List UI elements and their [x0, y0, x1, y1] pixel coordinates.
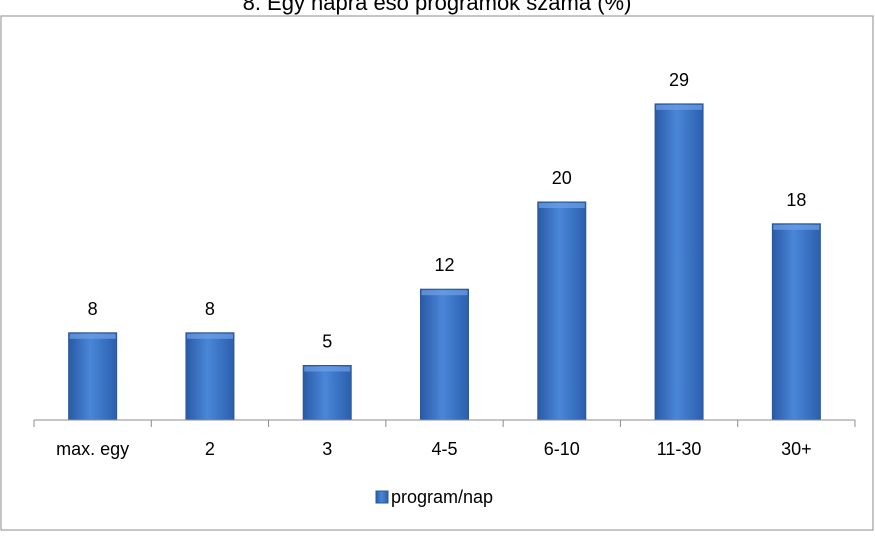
bar-cap	[421, 290, 468, 296]
chart-frame	[0, 15, 874, 531]
data-label: 12	[434, 255, 454, 275]
bar-11-30	[654, 103, 704, 421]
legend: program/nap	[375, 487, 493, 507]
bar-6-10	[537, 201, 587, 421]
data-label: 20	[552, 168, 572, 188]
x-tick-label: max. egy	[56, 439, 129, 459]
bar-cap	[69, 333, 116, 339]
bar-cap	[304, 366, 351, 372]
x-tick-label: 3	[322, 439, 332, 459]
bar-2	[185, 332, 235, 421]
x-tick-label: 11-30	[657, 439, 702, 459]
data-label: 8	[205, 299, 215, 319]
legend-swatch	[375, 490, 389, 504]
x-tick-label: 30+	[781, 439, 812, 459]
x-tick-label: 2	[205, 439, 215, 459]
x-tick-label: 4-5	[431, 439, 457, 459]
data-label: 29	[669, 70, 689, 90]
data-label: 18	[786, 190, 806, 210]
bars: 8 8 5 12 20 29 18	[68, 70, 821, 421]
legend-label: program/nap	[391, 487, 493, 507]
bar-max. egy	[68, 332, 118, 421]
data-label: 8	[88, 299, 98, 319]
data-label: 5	[322, 332, 332, 352]
bar-cap	[773, 224, 820, 230]
bar-4-5	[420, 288, 469, 421]
bar-cap	[538, 203, 585, 208]
x-axis: max. egy 2 3 4-5 6-10 11-30 30+	[33, 419, 856, 459]
bar-cap	[186, 333, 233, 339]
x-tick-label: 6-10	[544, 439, 580, 459]
chart-title: 8. Egy napra eső programok száma (%)	[243, 0, 632, 15]
bar-cap	[656, 104, 703, 110]
bar-30+	[771, 223, 821, 421]
bar-3	[302, 365, 352, 421]
